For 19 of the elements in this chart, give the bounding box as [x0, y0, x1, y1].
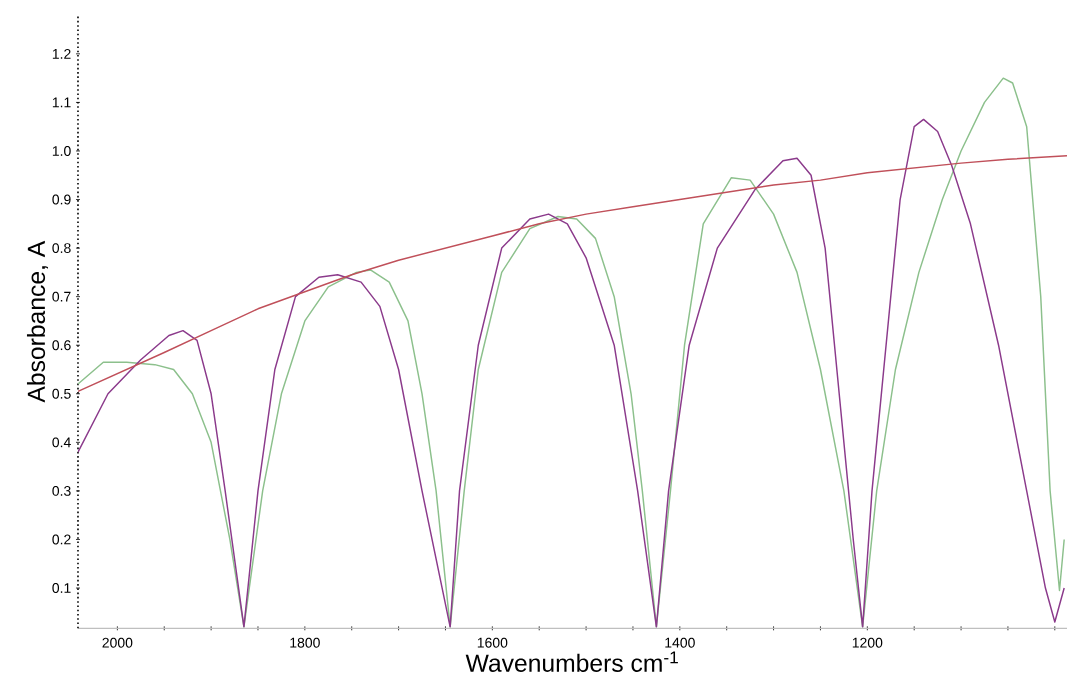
- x-axis-title: Wavenumbers cm$^{-1}$: [465, 651, 678, 672]
- x-tick-label: 1200: [852, 637, 883, 648]
- y-tick-label: 0.5: [52, 388, 71, 399]
- y-tick-label: 1.2: [52, 48, 71, 59]
- x-tick-label: 1800: [290, 637, 320, 648]
- y-tick-label: 0.3: [52, 485, 71, 496]
- x-tick-label: 1600: [477, 637, 508, 648]
- y-tick-label: 0.7: [52, 291, 71, 302]
- y-tick-label: 0.1: [52, 583, 71, 593]
- y-axis-title: Absorbance, A: [26, 240, 48, 403]
- x-tick-label: 2000: [102, 637, 133, 648]
- y-tick-label: 0.9: [52, 194, 71, 205]
- y-tick-label: 0.4: [52, 437, 71, 448]
- y-tick-label: 1.0: [52, 146, 71, 156]
- y-tick-label: 0.2: [52, 534, 71, 545]
- y-tick-label: 1.1: [52, 97, 71, 108]
- y-tick-label: 0.6: [52, 340, 71, 351]
- y-tick-label: 0.8: [52, 243, 71, 254]
- x-tick-label: 1400: [665, 637, 695, 648]
